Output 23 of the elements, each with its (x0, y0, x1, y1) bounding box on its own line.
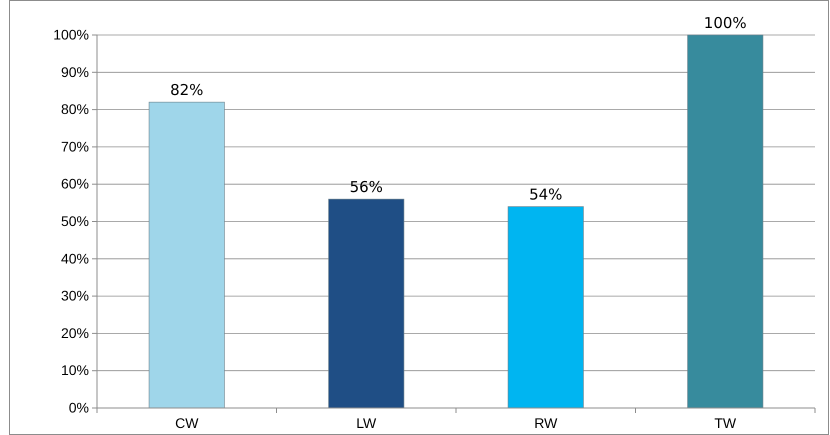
y-tick-label: 80% (60, 101, 89, 118)
y-tick-label: 70% (60, 138, 89, 154)
bar (148, 102, 225, 408)
y-tick-label: 50% (60, 212, 89, 229)
y-tick-label: 0% (68, 399, 89, 416)
y-tick-label: 100% (53, 26, 89, 42)
bar (328, 198, 404, 408)
data-label: 54% (529, 186, 562, 204)
x-tick-label: CW (175, 414, 200, 431)
y-tick-label: 60% (60, 176, 89, 192)
y-tick-label: 10% (60, 362, 89, 378)
data-label: 82% (170, 81, 204, 100)
y-tick-label: 30% (60, 288, 89, 304)
x-tick-label: LW (356, 414, 378, 431)
y-tick-label: 20% (60, 324, 89, 341)
bar (508, 206, 584, 408)
y-tick-label: 40% (60, 250, 89, 266)
data-label: 56% (350, 178, 383, 196)
bar (687, 34, 764, 408)
y-tick-label: 90% (60, 64, 89, 80)
x-tick-label: RW (534, 414, 558, 431)
data-label: 100% (704, 14, 747, 32)
x-tick-label: TW (714, 414, 737, 431)
